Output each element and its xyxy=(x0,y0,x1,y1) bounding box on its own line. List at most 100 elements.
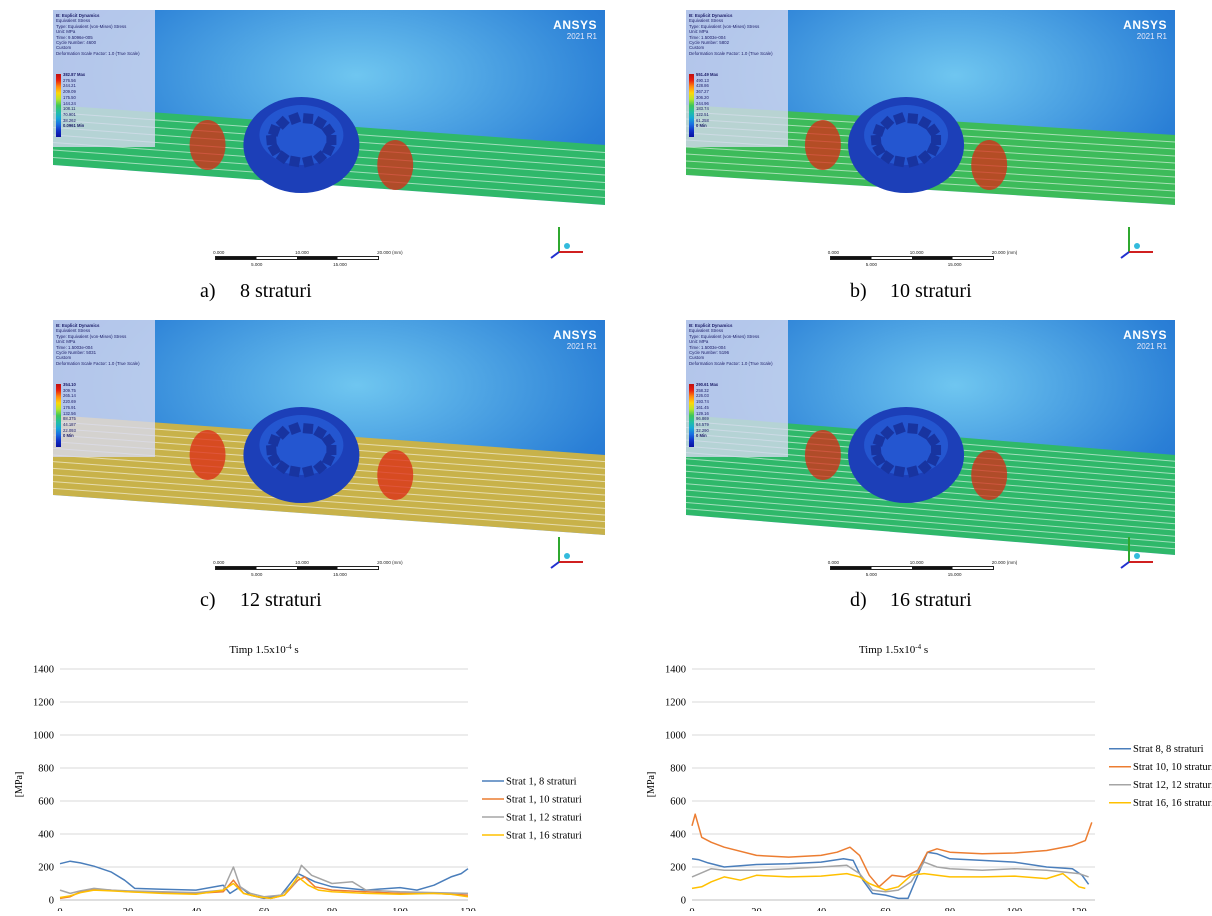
legend-header-line: Equivalent Stress xyxy=(689,328,724,334)
legend-value: 122.51 xyxy=(696,112,709,118)
caption-letter: d) xyxy=(850,589,867,611)
scale-bar-graphic xyxy=(215,256,380,260)
legend-value: 129.16 xyxy=(696,410,709,416)
legend-value: 490.13 xyxy=(696,77,709,83)
series-line xyxy=(691,872,1086,891)
legend-value: 244.96 xyxy=(696,100,709,106)
panel-a: B: Explicit Dynamics Equivalent Stress Typ… xyxy=(53,10,605,272)
scale-bar: 0.000 10.000 20.000 (mm) 5.000 15.000 xyxy=(828,560,1018,580)
color-scale-bar xyxy=(56,74,61,137)
legend-value: 32.290 xyxy=(696,427,709,433)
brand-name: ANSYS xyxy=(553,328,597,342)
legend-value: 96.869 xyxy=(696,416,709,422)
legend-value: 0 Min xyxy=(696,433,707,439)
release-label: 2021 R1 xyxy=(566,32,597,41)
legend-header-line: Unit: MPa xyxy=(689,339,709,345)
legend-value: 61.258 xyxy=(696,117,709,123)
legend-value: 428.86 xyxy=(696,83,709,89)
y-tick-label: 200 xyxy=(670,863,686,874)
legend-header-line: Unit: MPa xyxy=(56,339,76,345)
legend-value: 175.50 xyxy=(63,94,76,100)
y-tick-label: 600 xyxy=(38,797,54,808)
ansys-logo: ANSYS 2021 R1 xyxy=(553,18,597,41)
legend-header-line: Type: Equivalent (von-Mises) Stress xyxy=(56,333,127,339)
chart-title: Timp 1.5x10-4 s xyxy=(859,643,928,656)
legend-header-line: Deformation Scale Factor: 1.0 (True Scal… xyxy=(689,50,773,56)
y-tick-label: 800 xyxy=(38,764,54,775)
legend-entry: Strat 12, 12 straturi xyxy=(1133,780,1212,791)
scale-tick-label: 10.000 xyxy=(909,560,924,565)
x-tick-label: 20 xyxy=(123,907,134,911)
legend-header-line: Custom xyxy=(689,45,705,51)
caption-a: a) 8 straturi xyxy=(200,280,312,303)
legend-value: 193.74 xyxy=(696,399,709,405)
color-scale-bar xyxy=(56,384,61,447)
scale-bar: 0.000 10.000 20.000 (mm) 5.000 15.000 xyxy=(213,560,403,580)
stress-legend: B: Explicit Dynamics Equivalent Stress Typ… xyxy=(53,320,155,457)
ansys-logo: ANSYS 2021 R1 xyxy=(1123,328,1167,351)
legend-header-line: Time: 1.5003e-004 xyxy=(689,34,726,40)
legend-header-line: Time: 1.5003e-004 xyxy=(56,344,93,350)
scale-bar-graphic xyxy=(215,566,380,570)
legend-header-line: Custom xyxy=(56,45,72,51)
legend-header-line: B: Explicit Dynamics xyxy=(56,13,100,18)
color-scale-bar xyxy=(689,74,694,137)
caption-text: 8 straturi xyxy=(240,280,312,302)
legend-header-line: Type: Equivalent (von-Mises) Stress xyxy=(56,23,127,29)
legend-header-line: Time: 9.5096e-005 xyxy=(56,34,93,40)
scale-tick-label: 10.000 xyxy=(909,250,924,255)
legend-value: 367.27 xyxy=(696,89,709,95)
series-line xyxy=(691,861,1089,893)
legend-entry: Strat 1, 10 straturi xyxy=(506,795,582,806)
scale-tick-label: 0.000 xyxy=(213,560,225,565)
axis-triad-icon xyxy=(550,537,583,569)
x-tick-label: 120 xyxy=(460,907,476,911)
legend-value: 38.262 xyxy=(63,117,76,123)
legend-entry: Strat 10, 10 straturi xyxy=(1133,762,1212,773)
legend-header-line: Time: 1.5003e-004 xyxy=(689,344,726,350)
caption-text: 16 straturi xyxy=(890,589,972,611)
scale-tick-label: 5.000 xyxy=(251,262,263,267)
simulation-render xyxy=(53,10,605,272)
legend-entry: Strat 16, 16 straturi xyxy=(1133,798,1212,809)
legend-value: 183.74 xyxy=(696,106,709,112)
legend-value: 265.14 xyxy=(63,393,76,399)
y-tick-label: 1200 xyxy=(33,698,54,709)
scale-tick-label: 15.000 xyxy=(947,262,962,267)
scale-tick-label: 15.000 xyxy=(947,572,962,577)
caption-text: 12 straturi xyxy=(240,589,322,611)
legend-value: 44.187 xyxy=(63,422,76,428)
axis-triad-icon xyxy=(1120,537,1153,569)
legend-header-line: Deformation Scale Factor: 1.0 (True Scal… xyxy=(56,50,140,56)
y-tick-label: 400 xyxy=(670,830,686,841)
ansys-logo: ANSYS 2021 R1 xyxy=(1123,18,1167,41)
scale-tick-label: 15.000 xyxy=(333,572,347,577)
legend-header-line: Cycle Number: 4600 xyxy=(56,40,97,46)
caption-text: 10 straturi xyxy=(890,280,972,302)
legend-header-line: Cycle Number: 5031 xyxy=(56,350,97,356)
legend-value: 551.49 Max xyxy=(696,72,719,77)
series-line xyxy=(691,851,1090,900)
release-label: 2021 R1 xyxy=(1136,32,1167,41)
x-tick-label: 80 xyxy=(327,907,338,911)
legend-header-line: Equivalent Stress xyxy=(56,328,91,334)
scale-tick-label: 0.000 xyxy=(827,250,840,255)
release-label: 2021 R1 xyxy=(566,342,597,351)
legend-header: B: Explicit Dynamics Equivalent Stress Typ… xyxy=(56,13,140,56)
legend-value: 22.093 xyxy=(63,427,76,433)
legend-header: B: Explicit Dynamics Equivalent Stress Typ… xyxy=(56,323,140,366)
legend-header: B: Explicit Dynamics Equivalent Stress Typ… xyxy=(689,323,773,366)
scale-tick-label: 20.000 (mm) xyxy=(377,560,403,565)
legend-header-line: Equivalent Stress xyxy=(56,18,91,24)
x-tick-label: 60 xyxy=(259,907,270,911)
scale-tick-label: 5.000 xyxy=(865,572,878,577)
legend-value: 132.56 xyxy=(63,410,76,416)
y-tick-label: 1000 xyxy=(665,731,686,742)
scale-tick-label: 20.000 (mm) xyxy=(991,560,1018,565)
legend-header-line: Cycle Number: 5802 xyxy=(689,40,730,46)
caption-c: c) 12 straturi xyxy=(200,589,322,612)
series-line xyxy=(59,876,469,900)
legend-header-line: B: Explicit Dynamics xyxy=(689,13,733,18)
panel-c: B: Explicit Dynamics Equivalent Stress Typ… xyxy=(53,320,605,582)
color-scale-bar xyxy=(689,384,694,447)
